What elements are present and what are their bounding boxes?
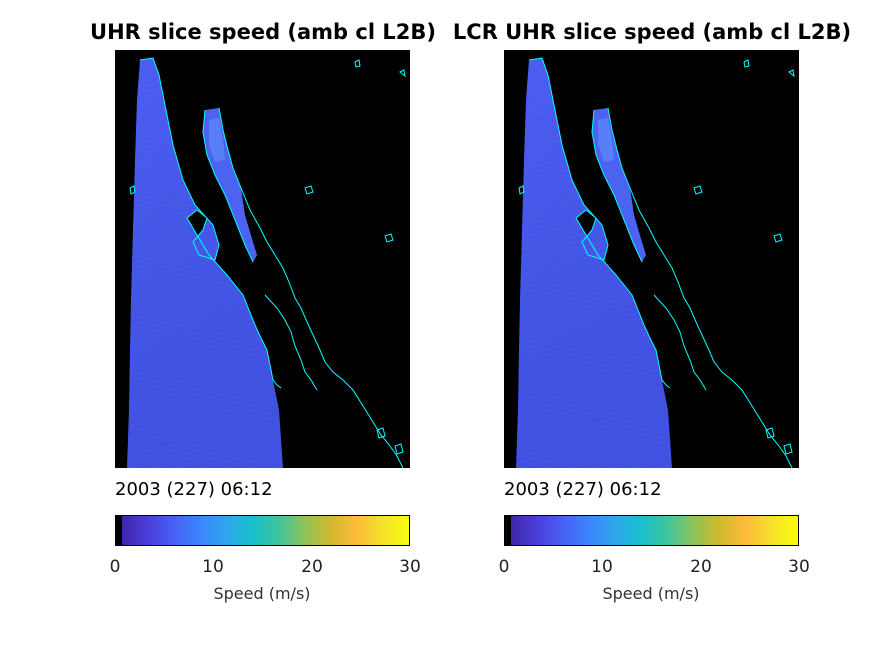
coastline (264, 294, 318, 391)
chart-title: LCR UHR slice speed (amb cl L2B) (452, 20, 852, 44)
chart-title: UHR slice speed (amb cl L2B) (90, 20, 436, 44)
island-outline (354, 59, 361, 68)
island-outline (304, 185, 314, 195)
island-outline (765, 427, 775, 439)
speed-map-svg (516, 57, 795, 468)
island-outline (788, 69, 795, 78)
colorbar-tick: 20 (301, 557, 323, 577)
coastline (653, 294, 707, 391)
coastline (591, 109, 643, 263)
coastline (218, 107, 404, 468)
island-outline (773, 233, 783, 243)
colorbar (115, 515, 410, 546)
wind-field-texture (127, 58, 283, 468)
colorbar (504, 515, 799, 546)
island-outline (693, 185, 703, 195)
colorbar-tick: 10 (591, 557, 613, 577)
island-outline (783, 443, 793, 455)
island-outline (743, 59, 750, 68)
timestamp: 2003 (227) 06:12 (115, 479, 273, 500)
island-outline (129, 185, 136, 195)
wind-field-texture (516, 58, 672, 468)
island-outline (376, 427, 386, 439)
speed-map (115, 50, 410, 468)
island-outline (384, 233, 394, 243)
colorbar-tick: 0 (498, 557, 510, 577)
coastline (528, 57, 671, 389)
speed-map (504, 50, 799, 468)
coastline (202, 109, 254, 263)
colorbar-tick: 20 (690, 557, 712, 577)
island-outline (394, 443, 404, 455)
coastline (139, 57, 282, 389)
colorbar-tick: 10 (202, 557, 224, 577)
colorbar-label: Speed (m/s) (602, 584, 700, 603)
colorbar-label: Speed (m/s) (213, 584, 311, 603)
gulf-high-speed-patch (598, 118, 614, 162)
coastline (607, 107, 793, 468)
speed-map-svg (127, 57, 406, 468)
colorbar-tick: 30 (788, 557, 810, 577)
island-outline (399, 69, 406, 78)
colorbar-tick: 30 (399, 557, 421, 577)
timestamp: 2003 (227) 06:12 (504, 479, 662, 500)
colorbar-tick: 0 (109, 557, 121, 577)
island-outline (518, 185, 525, 195)
gulf-high-speed-patch (209, 118, 225, 162)
